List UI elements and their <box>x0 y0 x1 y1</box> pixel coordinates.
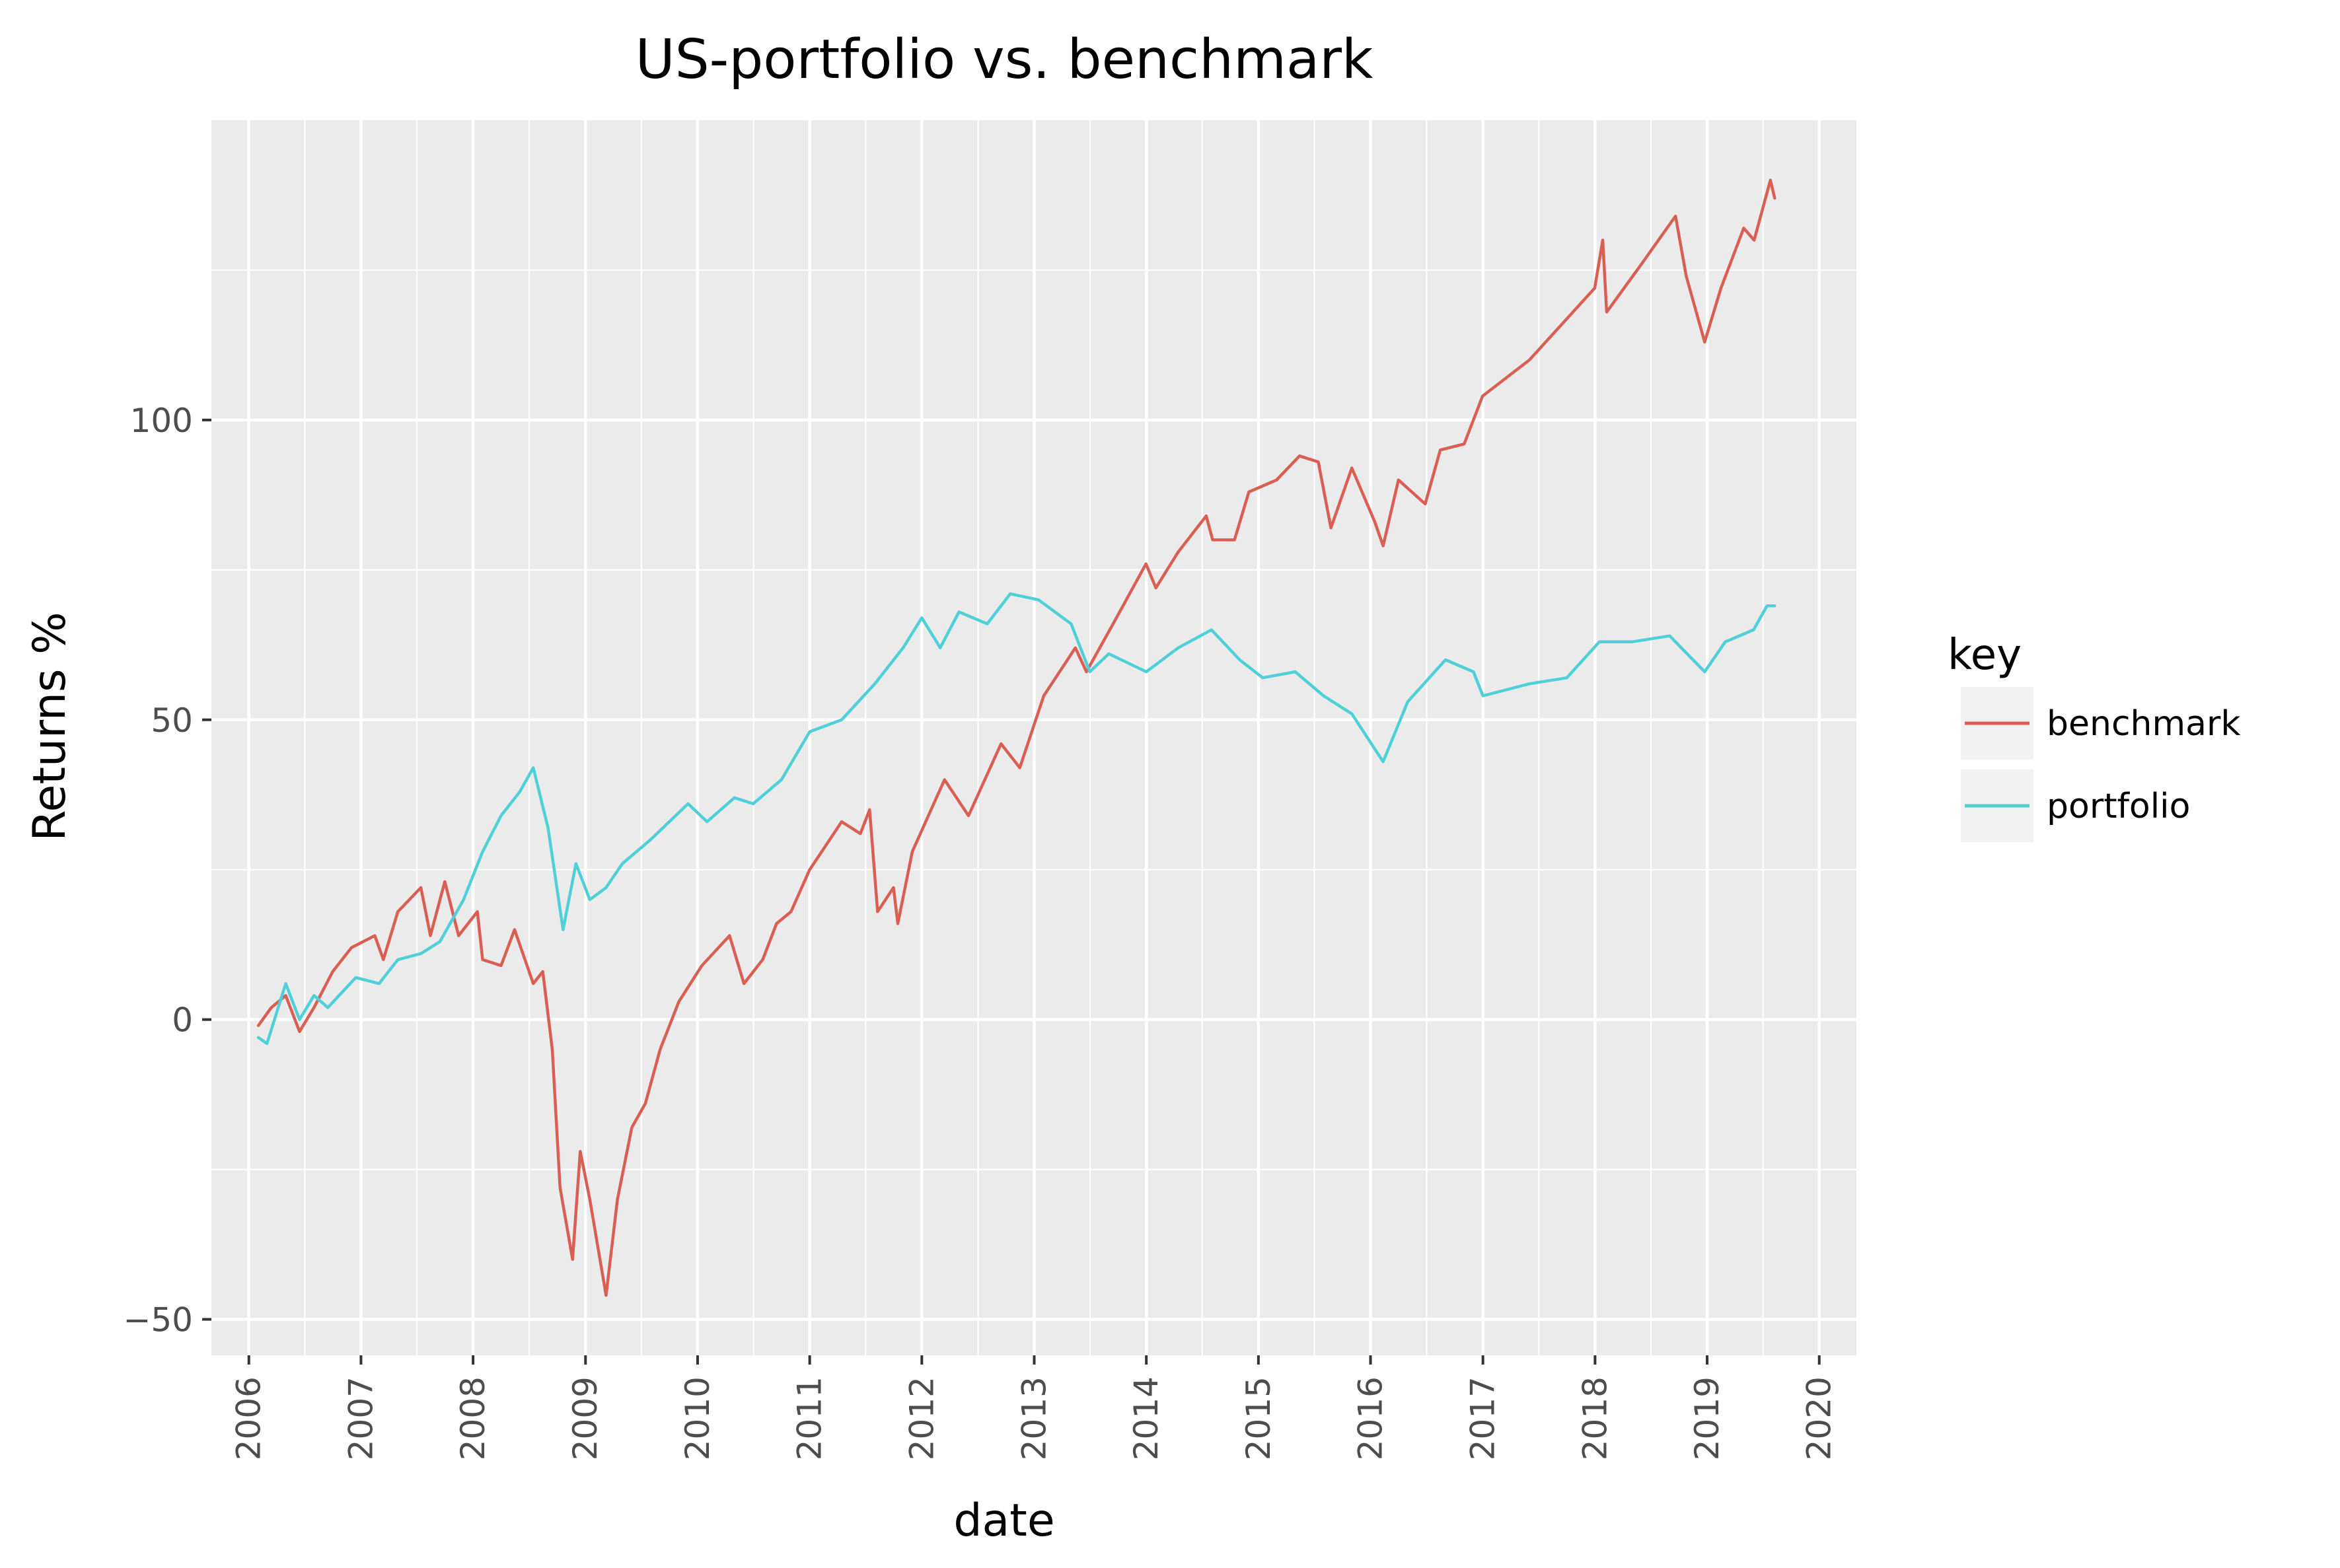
legend-title: key <box>1948 631 2022 680</box>
y-tick-label: 50 <box>151 701 193 740</box>
series-line-benchmark <box>256 178 1776 1297</box>
x-tick-label: 2009 <box>566 1376 604 1460</box>
series-line-portfolio <box>256 592 1776 1046</box>
y-tick-label: 0 <box>172 1001 193 1040</box>
y-tick-label: 100 <box>130 402 193 440</box>
y-axis-label: Returns % <box>24 612 76 841</box>
legend-label-portfolio: portfolio <box>2047 787 2190 826</box>
x-tick-label: 2007 <box>342 1376 380 1460</box>
x-tick-label: 2011 <box>791 1376 829 1460</box>
x-tick-label: 2019 <box>1688 1376 1726 1460</box>
x-tick-label: 2010 <box>678 1376 717 1460</box>
x-tick-label: 2012 <box>902 1376 941 1460</box>
x-tick-label: 2015 <box>1239 1376 1278 1460</box>
grid-major <box>211 120 1856 1355</box>
x-tick-label: 2014 <box>1127 1376 1165 1460</box>
chart-title: US-portfolio vs. benchmark <box>636 28 1373 91</box>
x-tick-label: 2006 <box>230 1376 268 1460</box>
series-layer <box>256 178 1776 1297</box>
x-axis-label: date <box>953 1495 1054 1547</box>
legend-label-benchmark: benchmark <box>2047 704 2241 744</box>
x-tick-label: 2018 <box>1576 1376 1614 1460</box>
y-tick-label: −50 <box>123 1301 193 1339</box>
x-tick-label: 2017 <box>1464 1376 1502 1460</box>
x-tick-label: 2016 <box>1352 1376 1390 1460</box>
x-tick-label: 2020 <box>1800 1376 1839 1460</box>
x-tick-label: 2008 <box>454 1376 492 1460</box>
legend-items: benchmark portfolio <box>1961 687 2241 842</box>
x-tick-label: 2013 <box>1015 1376 1053 1460</box>
y-axis: −50 0 50 100 <box>123 402 211 1339</box>
x-axis: 2006 2007 2008 2009 2010 2011 2012 2013 2014 2015… <box>230 1355 1839 1460</box>
legend: key benchmark portfolio <box>1948 631 2241 842</box>
